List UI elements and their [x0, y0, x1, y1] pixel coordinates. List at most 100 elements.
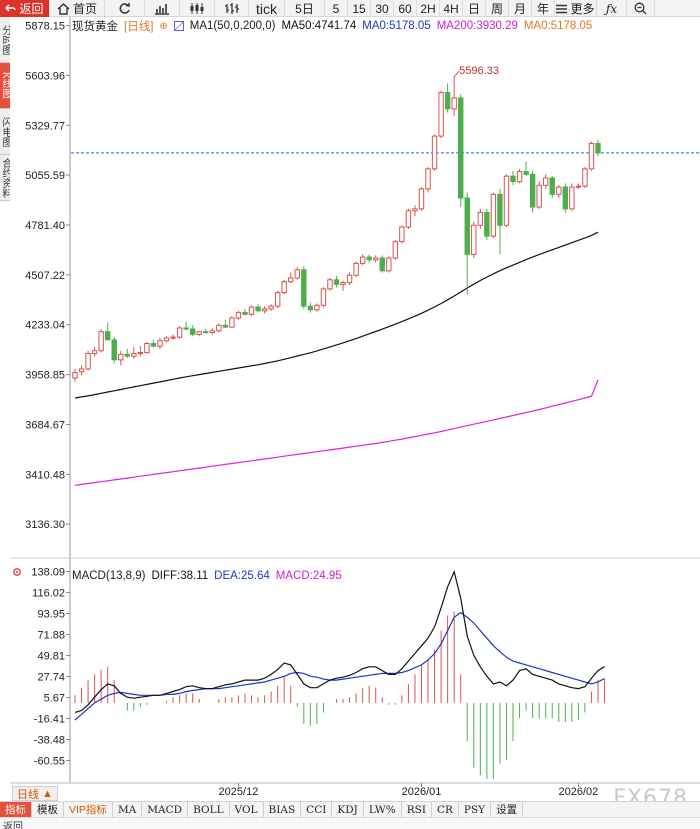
candle-body: [490, 193, 497, 237]
five-day-button[interactable]: 5日: [285, 0, 325, 17]
ma0-value-a: MA0:5178.05: [362, 20, 431, 32]
candle-body: [523, 171, 529, 175]
zoom-out-button[interactable]: [627, 0, 655, 17]
period-year-button[interactable]: 年: [532, 0, 555, 17]
candlestick-button[interactable]: [180, 0, 215, 17]
candle-body: [209, 330, 215, 334]
add-indicator-icon[interactable]: ⊕: [159, 20, 168, 32]
side-tab-timeshare[interactable]: 分时图: [0, 17, 10, 63]
candle-body: [301, 269, 307, 307]
candle-body: [464, 197, 470, 255]
candle-body: [111, 339, 117, 361]
price-tick-label: 5055.59: [25, 170, 65, 182]
ohlc-chart-button[interactable]: [215, 0, 249, 17]
period-2h-button[interactable]: 2H: [417, 0, 440, 17]
tab-cci[interactable]: CCI: [301, 802, 333, 817]
tab-rsi[interactable]: RSI: [402, 802, 432, 817]
period-60-button[interactable]: 60: [394, 0, 417, 17]
price-tick-label: 5603.96: [25, 70, 65, 82]
candle-body: [222, 324, 229, 328]
tab-lw[interactable]: LW%: [364, 802, 402, 817]
period-day-button[interactable]: 日: [463, 0, 486, 17]
tab-cr[interactable]: CR: [432, 802, 459, 817]
candle-body: [359, 256, 366, 264]
period-selector[interactable]: 日线 ▲: [12, 786, 58, 801]
period-30-button[interactable]: 30: [371, 0, 394, 17]
more-button[interactable]: 更多: [555, 0, 597, 17]
candle-body: [392, 241, 399, 259]
tab-boll[interactable]: BOLL: [188, 802, 230, 817]
candle-body: [399, 226, 405, 243]
status-line: 返回: [0, 817, 700, 829]
menu-icon: [556, 4, 568, 13]
home-button[interactable]: 首页: [50, 0, 105, 17]
macd-tick-label: 27.74: [37, 672, 65, 684]
candle-body: [216, 324, 222, 332]
tab-vip-indicators[interactable]: VIP指标: [64, 802, 113, 817]
macd-tick-label: 49.81: [37, 651, 65, 663]
candle-body: [104, 331, 111, 341]
period-tag[interactable]: [日线]: [124, 21, 154, 33]
candle-body: [307, 305, 314, 311]
candle-body: [137, 352, 144, 355]
home-label: 首页: [72, 2, 97, 16]
back-button[interactable]: 返回: [0, 0, 50, 17]
macd-settings-icon[interactable]: [13, 568, 21, 576]
macd-tick-label: -16.41: [34, 714, 65, 726]
candle-body: [536, 184, 542, 208]
tab-kdj[interactable]: KDJ: [332, 802, 364, 817]
candle-body: [144, 342, 150, 354]
candle-body: [340, 282, 346, 285]
tab-settings[interactable]: 设置: [491, 802, 524, 817]
candle-body: [157, 340, 163, 347]
tab-vol[interactable]: VOL: [230, 802, 264, 817]
plot-background: [70, 17, 700, 783]
chart-area[interactable]: 5878.15 5603.96 5329.77 5055.59 4781.40 4507.…: [0, 17, 700, 801]
macd-diff: DIFF:38.11: [151, 570, 209, 582]
macd-legend: MACD(13,8,9) DIFF:38.11 DEA:25.64 MACD:2…: [72, 568, 342, 584]
zoom-out-icon: [634, 2, 647, 15]
tab-bias[interactable]: BIAS: [264, 802, 302, 817]
candle-body: [235, 312, 242, 319]
period-5-button[interactable]: 5: [325, 0, 348, 17]
candle-body: [418, 188, 425, 210]
side-tab-flash[interactable]: 闪电图: [0, 109, 10, 155]
tab-ma[interactable]: MA: [113, 802, 143, 817]
tab-psy[interactable]: PSY: [459, 802, 492, 817]
candle-body: [124, 353, 130, 357]
refresh-button[interactable]: [105, 0, 145, 17]
candle-body: [379, 257, 385, 272]
candle-body: [543, 177, 549, 186]
candlestick-icon: [190, 3, 204, 14]
high-annotation-leader: [453, 70, 460, 78]
candle-body: [98, 331, 104, 352]
top-toolbar: 返回 首页 tick 5日 5 15 30 60 2H 4H 日 周 月 年 更…: [0, 0, 700, 17]
ma0-value-b: MA0:5178.05: [523, 20, 593, 32]
formula-button[interactable]: ƒx: [597, 0, 627, 17]
candle-body: [255, 306, 261, 312]
tab-indicators[interactable]: 指标: [0, 802, 32, 817]
candle-body: [242, 312, 248, 315]
side-tab-kline[interactable]: K线图: [0, 63, 10, 109]
price-tick-label: 4507.22: [25, 270, 65, 282]
price-tick-label: 4781.40: [25, 220, 65, 232]
bar-chart-button[interactable]: [145, 0, 180, 17]
ma200-line: [74, 379, 599, 486]
candle-body: [72, 372, 78, 379]
candle-body: [582, 168, 588, 187]
period-week-button[interactable]: 周: [486, 0, 509, 17]
macd-tick-label: 5.67: [44, 693, 65, 705]
period-15-button[interactable]: 15: [348, 0, 371, 17]
tab-template[interactable]: 模板: [32, 802, 64, 817]
candle-body: [529, 173, 536, 208]
price-legend: 现货黄金 [日线] ⊕ MA1(50,0,200,0) MA50:4741.74…: [72, 18, 592, 34]
tick-button[interactable]: tick: [249, 0, 285, 17]
indicator-toggle-icon[interactable]: [173, 21, 184, 31]
period-4h-button[interactable]: 4H: [440, 0, 463, 17]
date-tick-label: 2025/12: [219, 786, 259, 798]
candle-body: [353, 262, 359, 276]
side-tab-contract-info[interactable]: 合约资料: [0, 155, 10, 201]
period-month-button[interactable]: 月: [509, 0, 532, 17]
tab-macd[interactable]: MACD: [142, 802, 189, 817]
candle-body: [458, 97, 464, 199]
